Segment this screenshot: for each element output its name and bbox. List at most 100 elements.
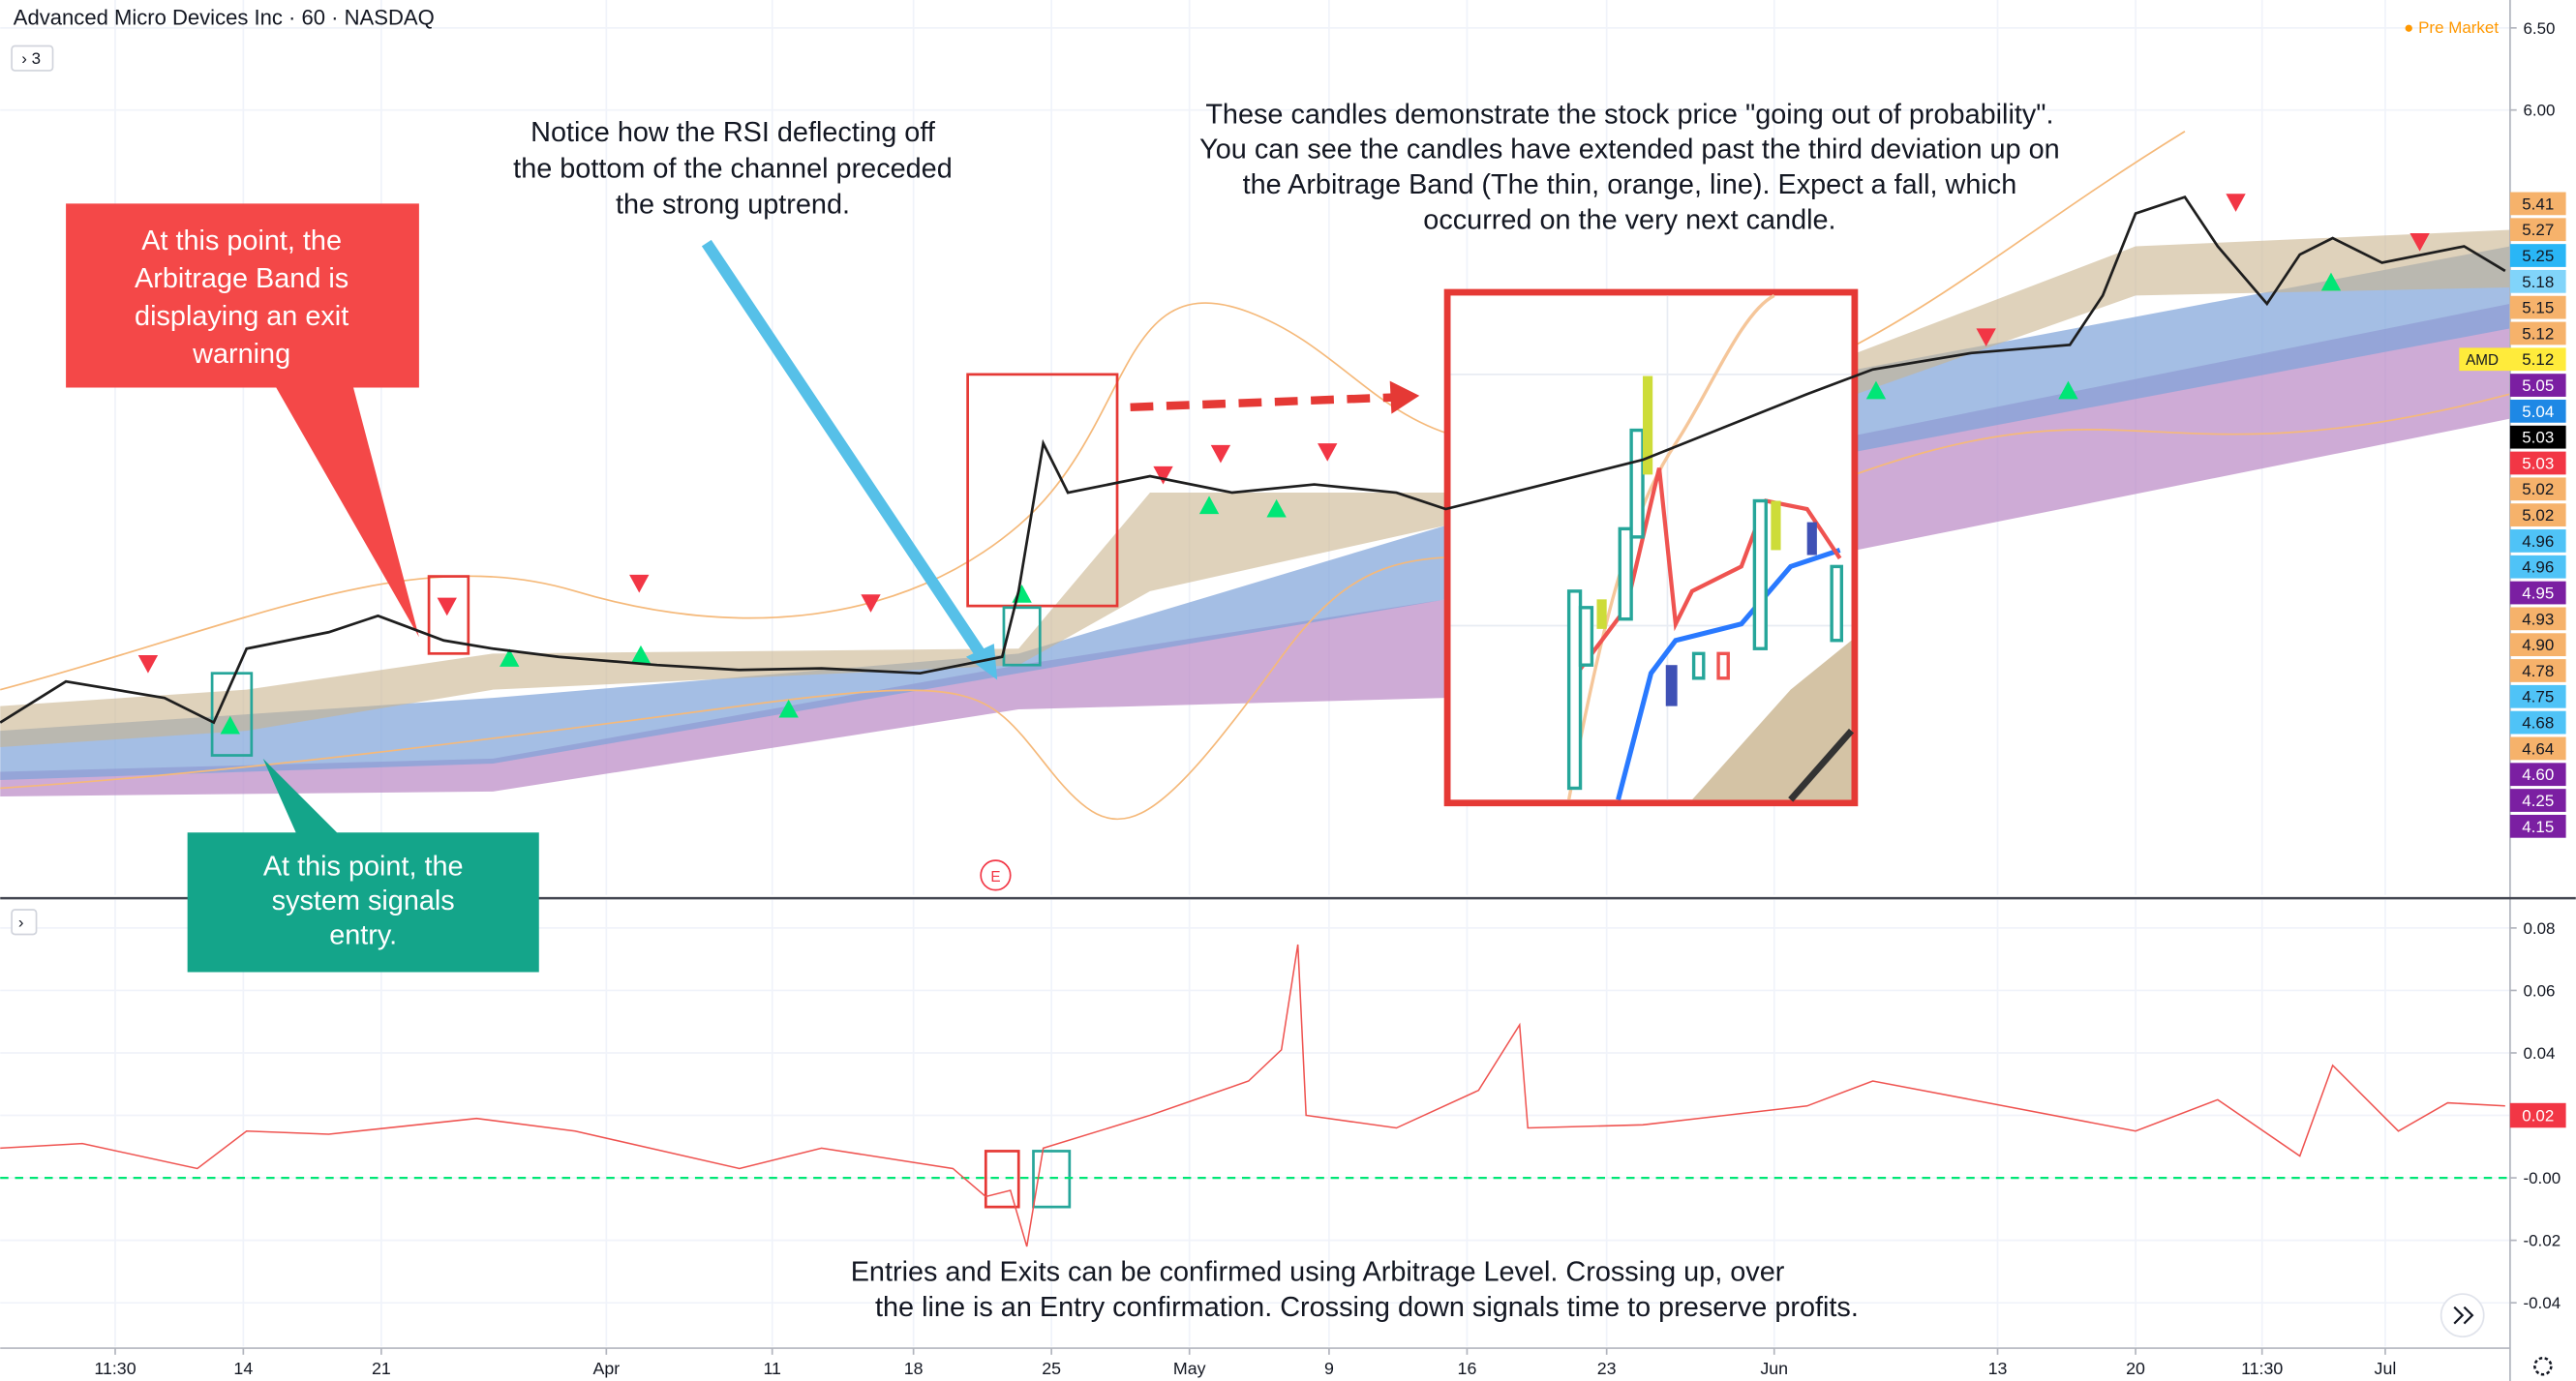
exit-signal (1318, 443, 1338, 462)
callout-exit (66, 203, 419, 638)
annotation-text: At this point, the (141, 225, 342, 256)
x-tick-label: Apr (592, 1359, 620, 1378)
inset-band (1691, 640, 1852, 800)
price-badge (2509, 529, 2566, 553)
exit-signal (629, 574, 650, 593)
exit-signal (2409, 232, 2430, 252)
y-tick-label: 0.08 (2523, 919, 2555, 938)
symbol-badge (2459, 347, 2566, 372)
inset-candle (1643, 375, 1653, 475)
exit-signal (437, 597, 457, 616)
price-badge (2509, 633, 2566, 657)
price-badge (2509, 399, 2566, 423)
price-badge (2509, 244, 2566, 267)
inset-arrow (1130, 393, 1394, 412)
interval-badge-box[interactable] (11, 45, 54, 72)
earnings-marker[interactable] (980, 859, 1012, 891)
entry-signal (630, 645, 652, 664)
inset-candle (1716, 651, 1730, 680)
price-badge-label: 4.96 (2522, 532, 2554, 551)
inset-arrow-head (1389, 380, 1420, 414)
annotation-text: the line is an Entry confirmation. Cross… (875, 1292, 1859, 1323)
pane-toggle[interactable] (11, 909, 38, 936)
annotation-text: the strong uptrend. (616, 190, 850, 221)
inset-candle (1771, 500, 1781, 551)
rsi-arrow (701, 239, 987, 661)
x-tick-label: 14 (233, 1359, 253, 1378)
inset-ma (1788, 728, 1855, 802)
x-tick-label: May (1173, 1359, 1206, 1378)
exit-signal (1153, 465, 1173, 485)
price-badge-label: 5.04 (2522, 403, 2554, 421)
inset-candle (1578, 606, 1594, 667)
last-value-label: 0.02 (2522, 1106, 2554, 1125)
x-tick-label: 25 (1042, 1359, 1061, 1378)
price-badge-label: 5.03 (2522, 429, 2554, 447)
price-badge-label: 5.12 (2522, 324, 2554, 343)
price-badge-label: 5.03 (2522, 454, 2554, 472)
entry-signal (778, 699, 799, 718)
price-badge-label: 5.41 (2522, 195, 2554, 213)
signals (137, 194, 2430, 1209)
price-badge-label: 5.12 (2522, 350, 2554, 369)
price-badge (2509, 503, 2566, 526)
entry-signal (2320, 272, 2342, 291)
interval-badge-value: 3 (32, 49, 41, 68)
price-badge (2509, 295, 2566, 319)
price-badge-label: 5.25 (2522, 247, 2554, 265)
x-tick-label: 11:30 (94, 1359, 136, 1378)
last-value-badge (2509, 1102, 2566, 1128)
x-tick-label: 11:30 (2241, 1359, 2283, 1378)
annotation-text: Arbitrage Band is (135, 263, 349, 294)
exit-signal (2226, 194, 2246, 212)
y-tick-label: -0.00 (2523, 1169, 2561, 1187)
annotation-text: You can see the candles have extended pa… (1199, 135, 2059, 165)
settings[interactable] (2533, 1356, 2553, 1376)
highlight-box (984, 1150, 1020, 1209)
price-badge-label: 4.93 (2522, 610, 2554, 628)
price-badge-label: 4.96 (2522, 558, 2554, 577)
inset-candle (1691, 651, 1706, 680)
annotation-text: warning (192, 339, 290, 370)
exit-signal (1210, 444, 1231, 464)
price-badge (2509, 659, 2566, 682)
zoom-inset (1443, 288, 1859, 807)
annotation-text: entry. (329, 920, 397, 951)
price-badge (2509, 374, 2566, 397)
inset-candle (1566, 589, 1583, 791)
price-badge (2509, 477, 2566, 501)
arbitrage-band-lower (0, 393, 2511, 821)
annotation-text: Notice how the RSI deflecting off (530, 117, 936, 148)
symbol-badge-ticker: AMD (2466, 352, 2499, 369)
x-tick-label: 18 (904, 1359, 924, 1378)
price-badge-label: 4.25 (2522, 792, 2554, 810)
price-badge (2509, 789, 2566, 812)
entry-signal (1266, 498, 1287, 518)
price-badge-label: 4.78 (2522, 662, 2554, 680)
status: ● Pre Market (2404, 18, 2499, 37)
price-badge (2509, 555, 2566, 579)
price-badge (2509, 269, 2566, 293)
price-badge (2509, 710, 2566, 735)
price-badge-label: 5.02 (2522, 506, 2554, 525)
entry-signal (1198, 495, 1220, 515)
x-tick-label: 21 (372, 1359, 391, 1378)
price-badge-label: 4.64 (2522, 739, 2554, 758)
price-badge-label: 4.60 (2522, 766, 2554, 784)
y-tick-label: -0.02 (2523, 1232, 2561, 1250)
inset-fast-line (1616, 548, 1841, 800)
price-badge (2509, 814, 2566, 838)
price-badge-label: 5.15 (2522, 299, 2554, 317)
price-badge-label: 4.75 (2522, 688, 2554, 706)
interval-badge[interactable]: › 3 (21, 49, 41, 68)
annotation-text: system signals (272, 886, 455, 916)
exit-signal (137, 655, 159, 674)
price-badge (2509, 321, 2566, 345)
price-badge-label: 4.68 (2522, 714, 2554, 733)
scroll-icon (2453, 1306, 2474, 1325)
price-badge-label: 4.95 (2522, 584, 2554, 602)
highlight-box (427, 575, 470, 655)
price-badge-label: 4.90 (2522, 636, 2554, 654)
